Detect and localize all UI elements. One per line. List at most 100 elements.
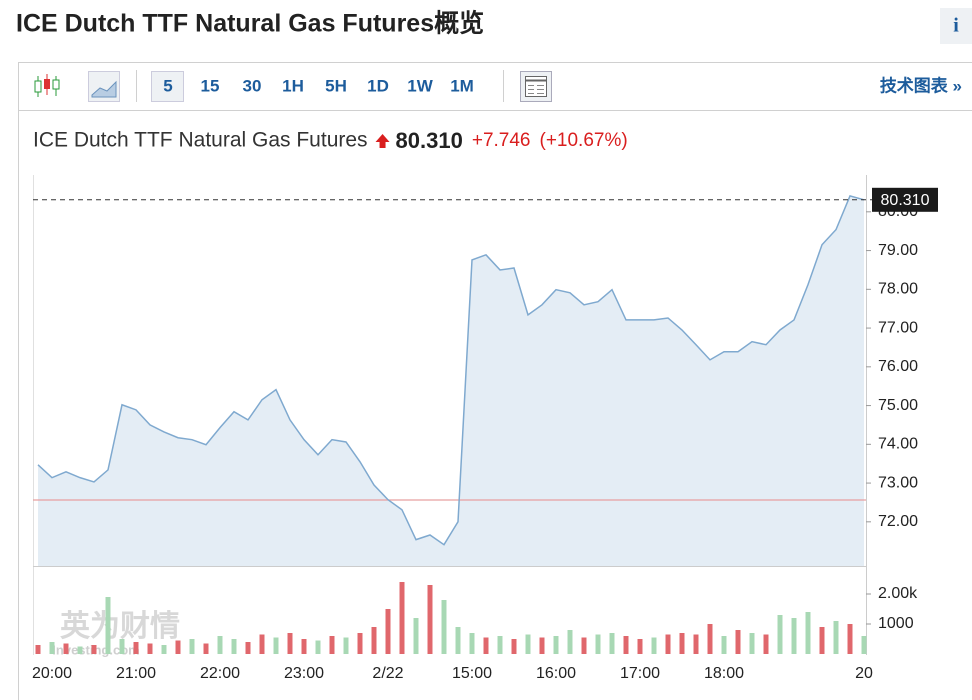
quote-name: ICE Dutch TTF Natural Gas Futures [33, 129, 368, 152]
volume-bar [525, 634, 531, 654]
volume-bar [455, 627, 461, 654]
volume-bar [791, 618, 797, 654]
volume-bar [847, 624, 853, 654]
interval-button[interactable]: 1H [282, 76, 304, 95]
volume-bar [735, 630, 741, 654]
interval-button[interactable]: 5H [325, 76, 347, 95]
price-line [37, 195, 865, 546]
x-tick-label: 18:00 [704, 665, 744, 682]
volume-bar [161, 645, 167, 654]
volume-bar [707, 624, 713, 654]
interval-button[interactable]: 1M [450, 76, 474, 95]
volume-bar [567, 630, 573, 654]
volume-bar [553, 636, 559, 654]
volume-bar [133, 642, 139, 654]
candle-icon[interactable] [34, 74, 60, 97]
y-tick-label: 74.00 [878, 436, 918, 453]
x-tick-label: 22:00 [200, 665, 240, 682]
watermark-brand: 英为财情 [60, 610, 180, 643]
x-tick-label: 20 [855, 665, 873, 682]
volume-bar [259, 634, 265, 654]
volume-bar [231, 639, 237, 654]
y-tick-label: 79.00 [878, 242, 918, 259]
volume-bar [651, 637, 657, 654]
volume-bar [371, 627, 377, 654]
volume-bar [189, 639, 195, 654]
volume-bar [469, 633, 475, 654]
y-tick-label: 2.00k [878, 585, 918, 602]
volume-bar [763, 634, 769, 654]
volume-bar [511, 639, 517, 654]
info-icon[interactable]: i [953, 15, 959, 37]
volume-bar [497, 636, 503, 654]
volume-bar [595, 634, 601, 654]
interval-button[interactable]: 1W [407, 76, 433, 95]
volume-bar [119, 639, 125, 654]
page-title: ICE Dutch TTF Natural Gas Futures概览 [16, 10, 484, 38]
volume-bar [777, 615, 783, 654]
y-tick-label: 77.00 [878, 319, 918, 336]
page-icon[interactable] [520, 71, 552, 102]
x-tick-label: 16:00 [536, 665, 576, 682]
price-area [38, 195, 864, 567]
volume-bar [441, 600, 447, 654]
volume-bar [665, 634, 671, 654]
volume-bar [399, 582, 405, 654]
volume-bar [623, 636, 629, 654]
y-tick-label: 73.00 [878, 474, 918, 491]
volume-bar [35, 645, 41, 654]
volume-bar [819, 627, 825, 654]
interval-button[interactable]: 15 [201, 76, 220, 95]
last-price-label: 80.310 [881, 192, 930, 209]
panel [18, 62, 972, 700]
volume-bar [721, 636, 727, 654]
quote-price: 80.310 [396, 128, 463, 153]
volume-bar [385, 609, 391, 654]
x-tick-label: 23:00 [284, 665, 324, 682]
volume-bar [175, 640, 181, 654]
volume-bar [483, 637, 489, 654]
x-tick-label: 21:00 [116, 665, 156, 682]
x-tick-label: 2/22 [372, 665, 403, 682]
volume-bar [49, 642, 55, 654]
volume-bar [301, 639, 307, 654]
y-tick-label: 75.00 [878, 397, 918, 414]
volume-bar [637, 639, 643, 654]
volume-bar [343, 637, 349, 654]
y-tick-label: 76.00 [878, 358, 918, 375]
volume-bar [91, 645, 97, 654]
volume-bar [147, 643, 153, 654]
quote-change: +7.746 [472, 130, 531, 151]
info-button[interactable] [940, 8, 972, 44]
up-arrow [375, 134, 390, 148]
volume-bar [217, 636, 223, 654]
y-tick-label: 78.00 [878, 281, 918, 298]
volume-bar [287, 633, 293, 654]
line-icon-graphic [91, 80, 117, 98]
volume-bar [693, 634, 699, 654]
interval-button[interactable]: 30 [243, 76, 262, 95]
volume-bar [679, 633, 685, 654]
x-tick-label: 17:00 [620, 665, 660, 682]
volume-bar [581, 637, 587, 654]
volume-bar [861, 636, 867, 654]
x-tick-label: 20:00 [32, 665, 72, 682]
interval-button[interactable]: 1D [367, 76, 389, 95]
y-tick-label: 72.00 [878, 513, 918, 530]
volume-bar [203, 643, 209, 654]
volume-bar [245, 642, 251, 654]
y-tick-label: 1000 [878, 615, 914, 632]
volume-bar [749, 633, 755, 654]
volume-bar [63, 643, 69, 654]
interval-button[interactable]: 5 [163, 76, 172, 95]
interval-selected [151, 71, 184, 102]
quote-change-pct: (+10.67%) [540, 130, 628, 151]
volume-bar [427, 585, 433, 654]
volume-bar [413, 618, 419, 654]
technical-chart-link[interactable]: 技术图表 » [880, 75, 962, 95]
volume-bar [357, 633, 363, 654]
volume-bar [77, 646, 83, 654]
volume-bar [329, 636, 335, 654]
